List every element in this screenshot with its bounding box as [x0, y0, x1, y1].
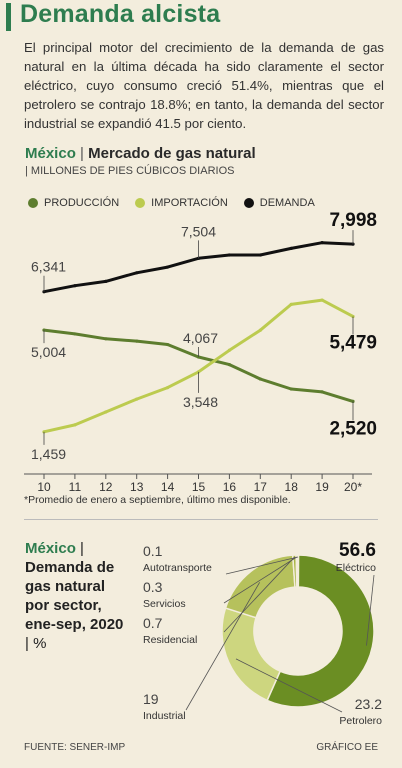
x-tick-label-9: 19	[315, 480, 329, 494]
units-separator: |	[25, 165, 31, 177]
data-label-importacion-10: 5,479	[329, 332, 377, 353]
x-tick-label-7: 17	[254, 480, 268, 494]
data-point-importacion-7	[258, 328, 262, 332]
data-point-produccion-1	[73, 332, 77, 336]
data-point-produccion-4	[166, 342, 170, 347]
pie-chart-country: México	[25, 540, 76, 557]
data-point-importacion-9	[320, 298, 324, 302]
pie-value-autotransporte: 0.1	[143, 543, 163, 559]
data-point-produccion-2	[104, 337, 108, 341]
data-point-demanda-2	[104, 279, 108, 284]
line-chart-legend: PRODUCCIÓN IMPORTACIÓN DEMANDA	[28, 197, 315, 209]
pie-value-petrolero: 23.2	[355, 696, 382, 712]
intro-paragraph: El principal motor del crecimiento de la…	[24, 40, 384, 131]
graphic-credit: GRÁFICO EE	[316, 742, 378, 753]
legend-dot-produccion	[28, 198, 38, 208]
pie-leader-industrial	[185, 582, 261, 711]
pie-slice-eléctrico	[266, 554, 375, 708]
pie-label-petrolero: Petrolero	[339, 715, 382, 727]
data-point-demanda-1	[73, 284, 77, 288]
pie-leader-servicios	[223, 556, 298, 604]
data-label-produccion-5: 4,067	[183, 330, 218, 346]
data-point-importacion-6	[227, 348, 231, 352]
section-divider	[24, 519, 378, 520]
data-label-demanda-10: 7,998	[329, 210, 377, 231]
units-label: MILLONES DE PIES CÚBICOS DIARIOS	[30, 165, 235, 177]
line-chart-heading: Mercado de gas natural	[88, 145, 256, 162]
pie-label-eléctrico: Eléctrico	[336, 562, 376, 574]
data-point-importacion-4	[166, 385, 170, 390]
pie-chart-heading: Demanda de gas natural por sector, ene-s…	[25, 559, 124, 633]
data-point-importacion-1	[73, 423, 77, 427]
x-tick-label-5: 15	[192, 480, 206, 494]
line-chart-footnote: *Promedio de enero a septiembre, último …	[24, 494, 291, 506]
data-label-produccion-0: 5,004	[31, 344, 66, 360]
data-label-demanda-0: 6,341	[31, 259, 66, 275]
data-label-produccion-10: 2,520	[329, 418, 377, 439]
x-tick-label-4: 14	[161, 480, 175, 494]
data-point-demanda-9	[320, 241, 324, 245]
pie-value-residencial: 0.7	[143, 615, 163, 631]
pie-slice-autotransporte	[296, 554, 300, 588]
title-separator: |	[80, 145, 84, 162]
pie-value-servicios: 0.3	[143, 579, 163, 595]
x-tick-label-6: 16	[223, 480, 237, 494]
data-point-demanda-4	[166, 265, 170, 269]
pie-label-servicios: Servicios	[143, 598, 186, 610]
pie-leader-petrolero	[235, 658, 343, 713]
x-tick-label-8: 18	[285, 480, 299, 494]
x-tick-label-2: 12	[99, 480, 113, 494]
pie-leader-electrico	[366, 574, 375, 646]
pie-label-residencial: Residencial	[143, 634, 197, 646]
data-point-importacion-8	[289, 302, 293, 306]
line-chart-title: México | Mercado de gas natural	[25, 145, 256, 162]
source-note: FUENTE: SENER-IMP	[24, 742, 126, 753]
series-line-importacion	[42, 298, 355, 434]
x-tick-label-10: 20*	[344, 480, 362, 494]
pie-value-industrial: 19	[143, 691, 159, 707]
data-point-produccion-7	[258, 377, 262, 381]
pie-leader-residencial	[223, 556, 295, 633]
pie-slice-petrolero	[221, 607, 282, 702]
pie-label-industrial: Industrial	[143, 710, 186, 722]
data-point-demanda-8	[289, 246, 293, 250]
legend-item-produccion: PRODUCCIÓN	[28, 197, 119, 209]
legend-label-importacion: IMPORTACIÓN	[151, 197, 228, 209]
legend-dot-importacion	[135, 198, 146, 208]
data-point-demanda-3	[135, 271, 139, 275]
legend-item-demanda: DEMANDA	[243, 197, 315, 209]
pie-chart-title: México | Demanda de gas natural por sect…	[25, 539, 131, 653]
pie-unit-separator: |	[25, 635, 29, 652]
line-chart-units: | MILLONES DE PIES CÚBICOS DIARIOS	[25, 165, 234, 177]
data-point-produccion-9	[320, 390, 324, 394]
legend-dot-demanda	[243, 198, 254, 208]
data-point-demanda-6	[227, 253, 231, 257]
pie-leader-autotransporte	[225, 556, 299, 575]
data-point-demanda-7	[258, 253, 262, 257]
pie-title-separator: |	[80, 540, 84, 557]
x-tick-label-1: 11	[69, 480, 82, 494]
data-point-importacion-2	[104, 410, 108, 414]
legend-item-importacion: IMPORTACIÓN	[135, 197, 228, 209]
title-accent-bar	[6, 3, 11, 31]
x-tick-label-0: 10	[37, 480, 51, 494]
data-point-produccion-3	[135, 339, 139, 343]
x-tick-label-3: 13	[130, 480, 144, 494]
data-label-importacion-0: 1,459	[31, 446, 66, 462]
data-label-demanda-5: 7,504	[181, 223, 216, 239]
data-label-importacion-5: 3,548	[183, 394, 218, 410]
pie-label-autotransporte: Autotransporte	[143, 562, 212, 574]
pie-chart-unit: %	[33, 635, 47, 652]
page-title: Demanda alcista	[20, 0, 221, 28]
data-point-produccion-8	[289, 387, 293, 391]
data-point-importacion-3	[135, 397, 139, 401]
pie-value-eléctrico: 56.6	[339, 540, 376, 561]
data-point-produccion-6	[227, 363, 231, 367]
legend-label-demanda: DEMANDA	[259, 197, 315, 209]
legend-label-produccion: PRODUCCIÓN	[44, 197, 120, 209]
line-chart-country: México	[25, 145, 76, 162]
